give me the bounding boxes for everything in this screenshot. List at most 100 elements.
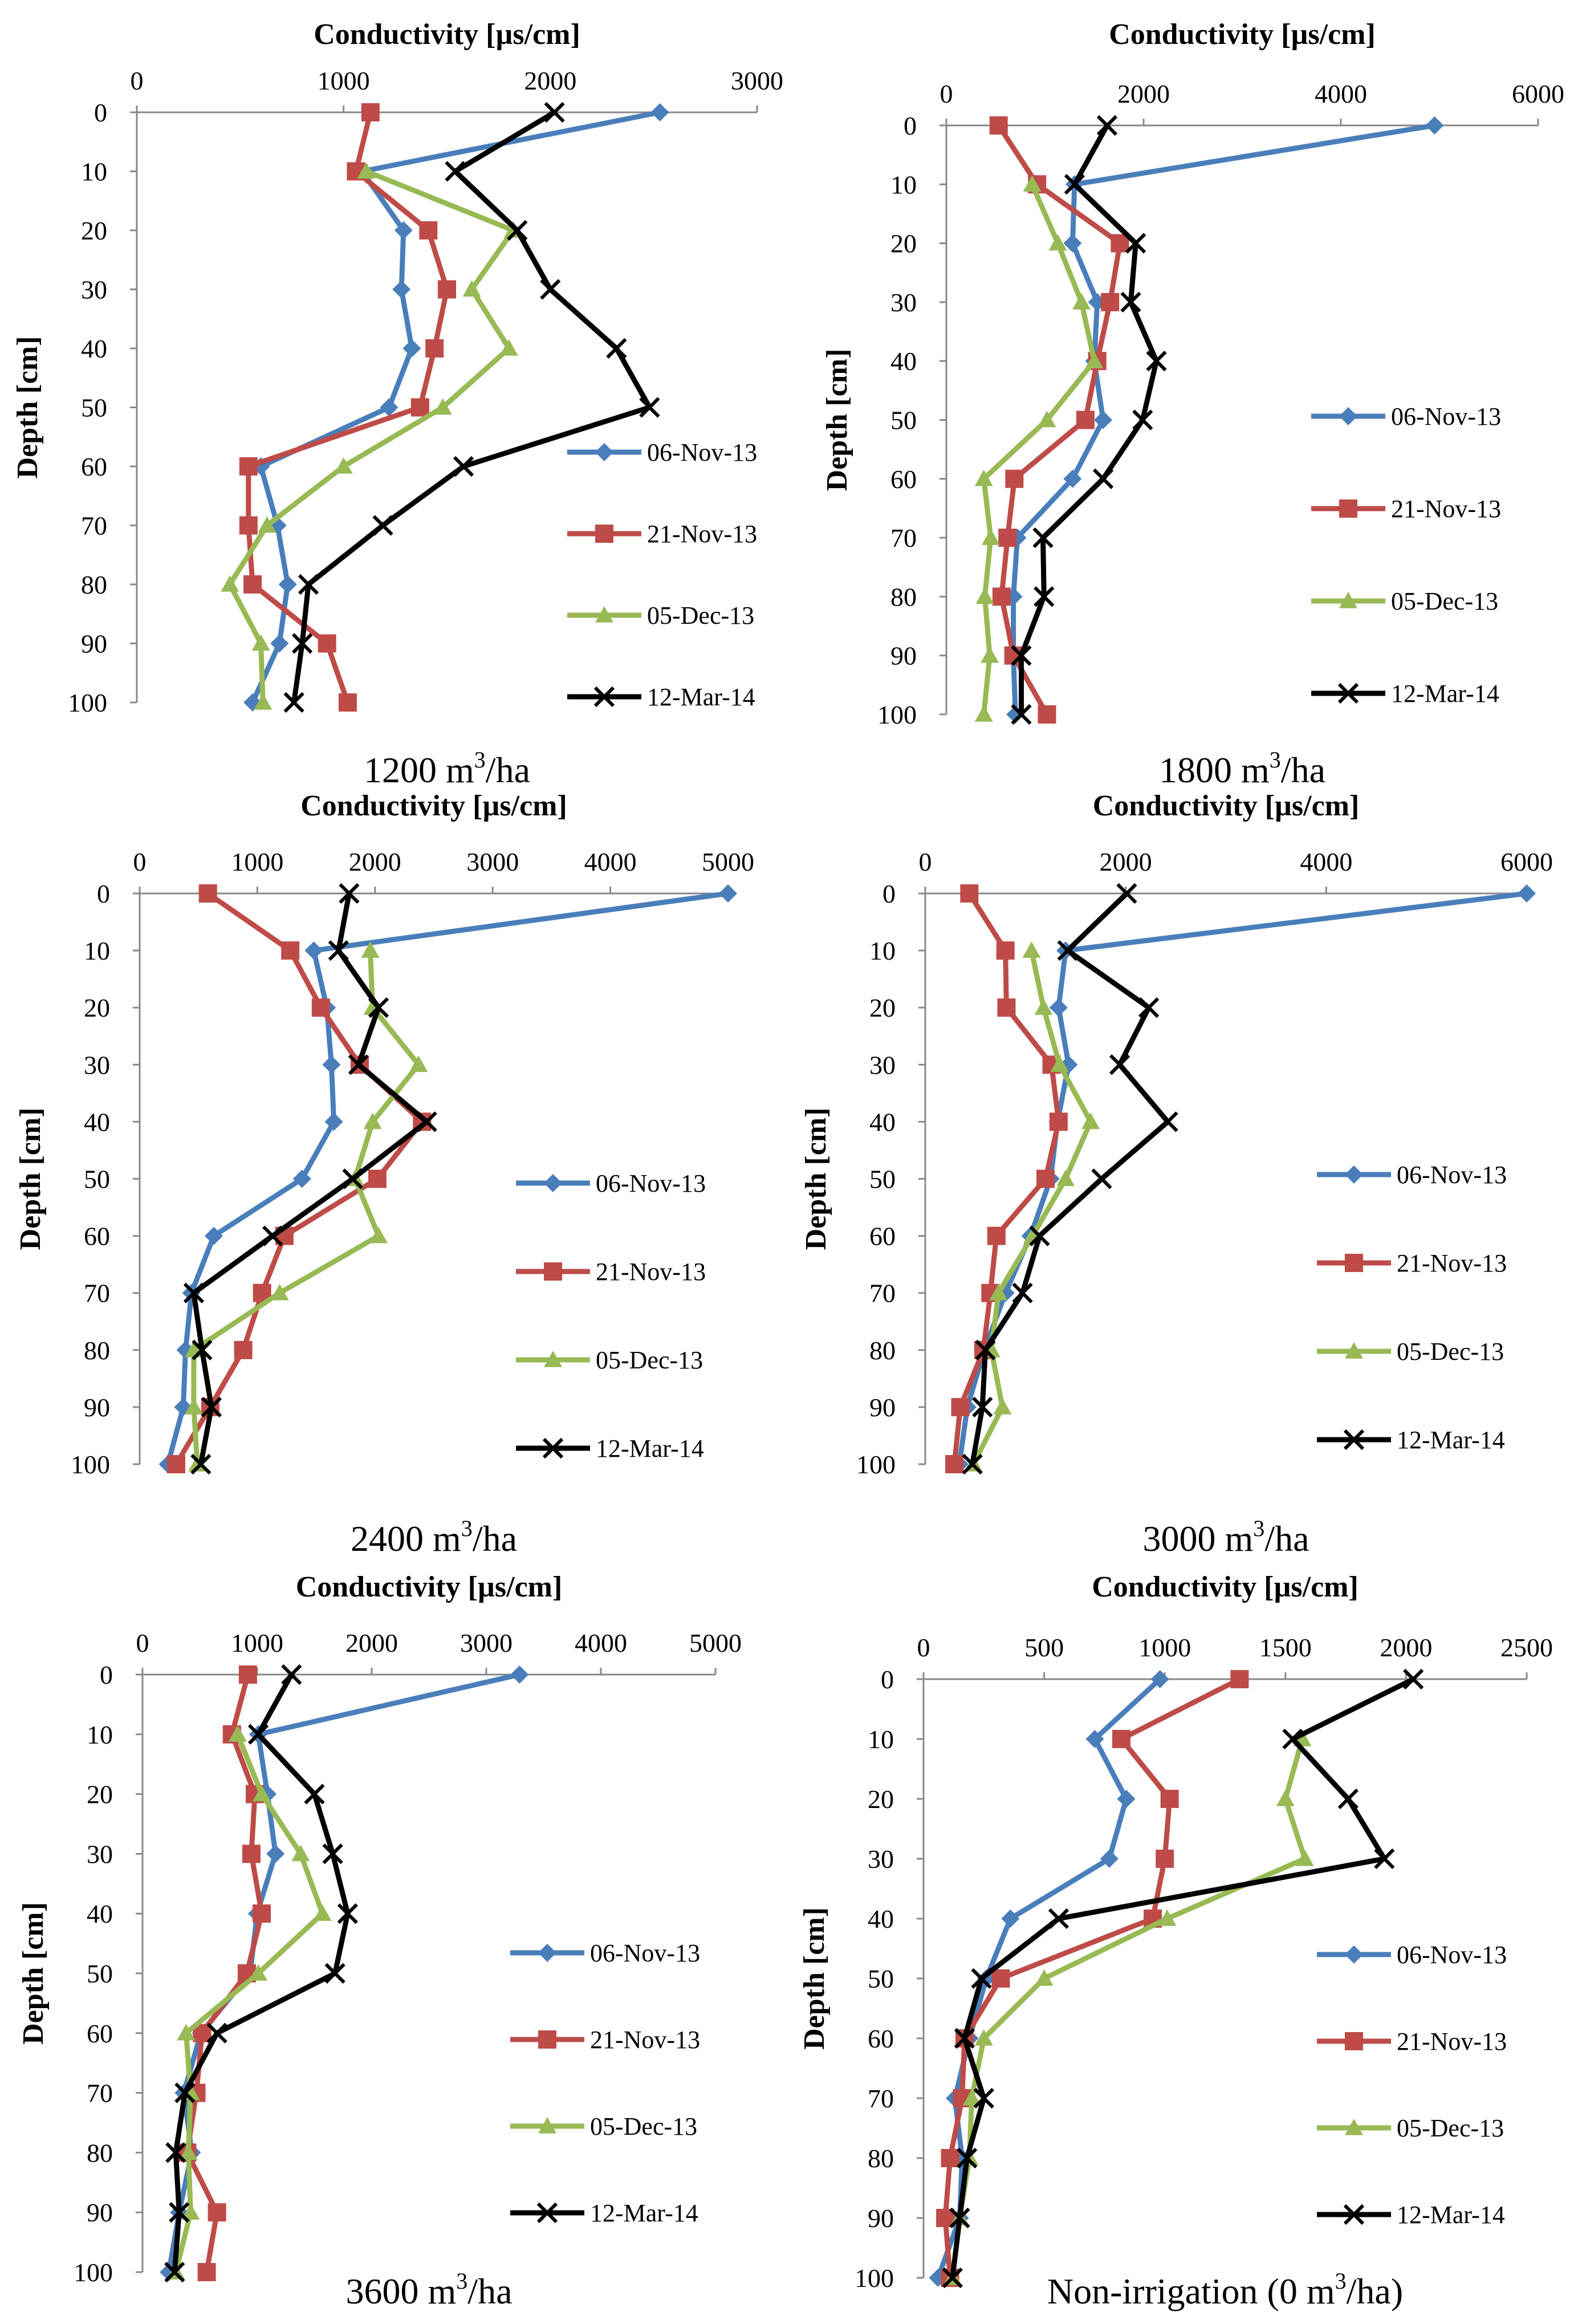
y-tick-label: 70 (869, 1279, 896, 1308)
x-tick-label: 2500 (1500, 1633, 1553, 1662)
legend-marker (544, 1262, 562, 1281)
data-point (1138, 997, 1160, 1018)
y-tick-label: 50 (84, 1165, 110, 1194)
legend-entry: 12-Mar-14 (1317, 2201, 1505, 2229)
data-point (283, 692, 304, 713)
series-05-Dec-13 (184, 941, 428, 1472)
chart-panel-5: 0 1000 2000 3000 4000 5000 0 10 20 30 40 50 60 70 80 90… (17, 1571, 742, 2311)
y-tick-label: 20 (87, 1780, 113, 1809)
y-tick-label: 90 (87, 2198, 113, 2227)
y-tick-label: 0 (881, 1665, 894, 1694)
data-point (989, 116, 1008, 135)
y-axis-title: Depth [cm] (14, 1108, 47, 1250)
chart-panel-6: 0 500 1000 1500 2000 2500 0 10 20 30 40 50 60 70 80 90 1… (798, 1571, 1553, 2311)
series-21-Nov-13 (239, 103, 456, 712)
x-tick-label: 1500 (1259, 1633, 1312, 1662)
data-point (1048, 234, 1067, 251)
data-point (372, 515, 393, 536)
legend-marker (538, 2117, 556, 2134)
data-point (416, 1111, 437, 1132)
legend-entry: 05-Dec-13 (567, 602, 754, 629)
data-point (462, 280, 481, 297)
legend-entry: 05-Dec-13 (1317, 1338, 1504, 1366)
data-point (206, 2022, 227, 2043)
y-tick-label: 60 (81, 452, 107, 481)
y-tick-label: 40 (869, 1107, 896, 1136)
data-point (974, 705, 993, 722)
y-tick-label: 40 (87, 1899, 113, 1928)
y-tick-label: 10 (868, 1725, 894, 1754)
legend-marker (538, 1944, 556, 1962)
y-tick-label: 50 (869, 1165, 896, 1194)
data-point (369, 1226, 388, 1244)
data-point (1050, 1055, 1069, 1072)
legend-entry: 05-Dec-13 (516, 1346, 703, 1374)
data-point (179, 2143, 198, 2160)
y-tick-label: 70 (868, 2084, 894, 2113)
legend-entry: 21-Nov-13 (516, 1258, 706, 1286)
data-point (184, 1397, 203, 1415)
series-line (191, 948, 421, 1467)
chart-panel-1: 0 1000 2000 3000 0 10 20 30 40 50 60 70 80 90 100 Condu… (11, 18, 783, 790)
data-point (177, 2024, 196, 2041)
data-point (198, 884, 217, 903)
data-point (281, 941, 300, 960)
data-point (1150, 1670, 1169, 1688)
data-point (348, 1054, 369, 1075)
legend-marker (593, 686, 615, 708)
legend-label: 12-Mar-14 (1397, 2201, 1505, 2229)
data-point (221, 575, 239, 592)
data-point (1038, 705, 1056, 724)
data-point (342, 1168, 363, 1189)
data-point (169, 2202, 190, 2223)
chart-panel-3: 0 1000 2000 3000 4000 5000 0 10 20 30 40 50 60 70 80 90… (14, 790, 754, 1559)
y-tick-label: 80 (869, 1336, 896, 1365)
legend-label: 05-Dec-13 (590, 2112, 697, 2140)
data-point (419, 221, 438, 239)
data-point (165, 2142, 186, 2163)
x-axis-title: Conductivity [µs/cm] (1109, 18, 1376, 51)
data-point (164, 2261, 185, 2283)
y-tick-label: 30 (81, 275, 107, 304)
data-point (242, 1844, 261, 1863)
series-05-Dec-13 (974, 175, 1104, 722)
data-point (392, 280, 411, 299)
data-point (954, 2028, 975, 2049)
data-point (949, 2207, 970, 2229)
legend-marker (1345, 1342, 1363, 1359)
series-12-Mar-14 (942, 1668, 1424, 2289)
data-point (1085, 352, 1104, 368)
y-tick-label: 70 (890, 523, 917, 552)
x-tick-label: 0 (917, 1633, 930, 1662)
data-point (166, 1455, 185, 1473)
series-21-Nov-13 (178, 1665, 271, 2281)
y-tick-label: 100 (855, 2264, 894, 2293)
legend-label: 05-Dec-13 (596, 1346, 703, 1374)
legend-marker (544, 1351, 562, 1367)
data-point (251, 634, 270, 651)
legend-entry: 12-Mar-14 (510, 2199, 698, 2227)
x-tick-label: 0 (133, 847, 147, 876)
legend-marker (1345, 1254, 1363, 1272)
y-tick-label: 0 (904, 111, 917, 140)
data-point (291, 1844, 310, 1862)
data-point (322, 1055, 341, 1074)
data-point (1157, 1111, 1178, 1132)
y-tick-label: 80 (868, 2144, 894, 2173)
data-point (313, 1904, 332, 1921)
x-axis-title: Conductivity [µs/cm] (296, 1571, 563, 1603)
legend-entry: 06-Nov-13 (567, 438, 757, 466)
y-tick-label: 10 (890, 170, 917, 199)
data-point (228, 1725, 247, 1742)
x-tick-label: 2000 (1380, 1633, 1432, 1662)
y-tick-label: 30 (890, 288, 917, 317)
series-05-Dec-13 (943, 1730, 1314, 2285)
y-tick-label: 80 (87, 2138, 113, 2167)
data-point (1034, 998, 1053, 1015)
data-point (998, 529, 1017, 547)
panel-caption: 2400 m3/ha (351, 1516, 517, 1559)
x-tick-label: 2000 (524, 66, 576, 95)
x-tick-label: 3000 (460, 1628, 513, 1657)
data-point (363, 1112, 382, 1130)
x-tick-label: 0 (919, 847, 932, 876)
